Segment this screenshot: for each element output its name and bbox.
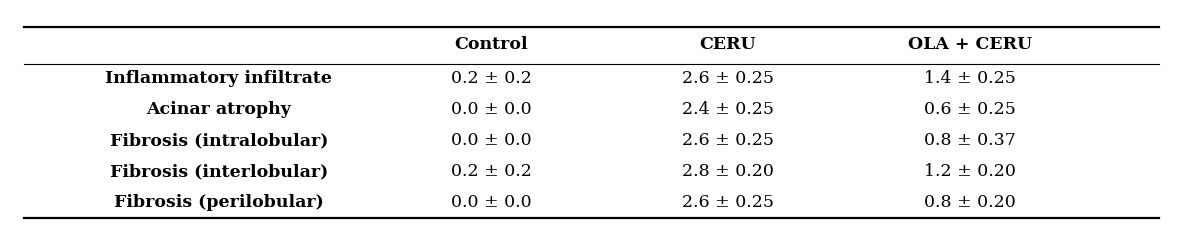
Text: 0.2 ± 0.2: 0.2 ± 0.2 (451, 163, 531, 180)
Text: 0.8 ± 0.20: 0.8 ± 0.20 (924, 194, 1016, 211)
Text: 2.6 ± 0.25: 2.6 ± 0.25 (681, 71, 774, 87)
Text: 0.2 ± 0.2: 0.2 ± 0.2 (451, 71, 531, 87)
Text: 0.6 ± 0.25: 0.6 ± 0.25 (924, 101, 1016, 118)
Text: CERU: CERU (699, 36, 756, 53)
Text: 2.6 ± 0.25: 2.6 ± 0.25 (681, 194, 774, 211)
Text: 2.6 ± 0.25: 2.6 ± 0.25 (681, 132, 774, 149)
Text: 2.8 ± 0.20: 2.8 ± 0.20 (681, 163, 774, 180)
Text: 0.0 ± 0.0: 0.0 ± 0.0 (451, 132, 531, 149)
Text: 1.2 ± 0.20: 1.2 ± 0.20 (924, 163, 1016, 180)
Text: 0.8 ± 0.37: 0.8 ± 0.37 (924, 132, 1016, 149)
Text: 2.4 ± 0.25: 2.4 ± 0.25 (681, 101, 774, 118)
Text: Inflammatory infiltrate: Inflammatory infiltrate (105, 71, 332, 87)
Text: Fibrosis (perilobular): Fibrosis (perilobular) (114, 194, 324, 211)
Text: 0.0 ± 0.0: 0.0 ± 0.0 (451, 101, 531, 118)
Text: Control: Control (454, 36, 528, 53)
Text: Fibrosis (interlobular): Fibrosis (interlobular) (110, 163, 328, 180)
Text: Acinar atrophy: Acinar atrophy (147, 101, 291, 118)
Text: 0.0 ± 0.0: 0.0 ± 0.0 (451, 194, 531, 211)
Text: Fibrosis (intralobular): Fibrosis (intralobular) (110, 132, 328, 149)
Text: OLA + CERU: OLA + CERU (909, 36, 1032, 53)
Text: 1.4 ± 0.25: 1.4 ± 0.25 (924, 71, 1016, 87)
